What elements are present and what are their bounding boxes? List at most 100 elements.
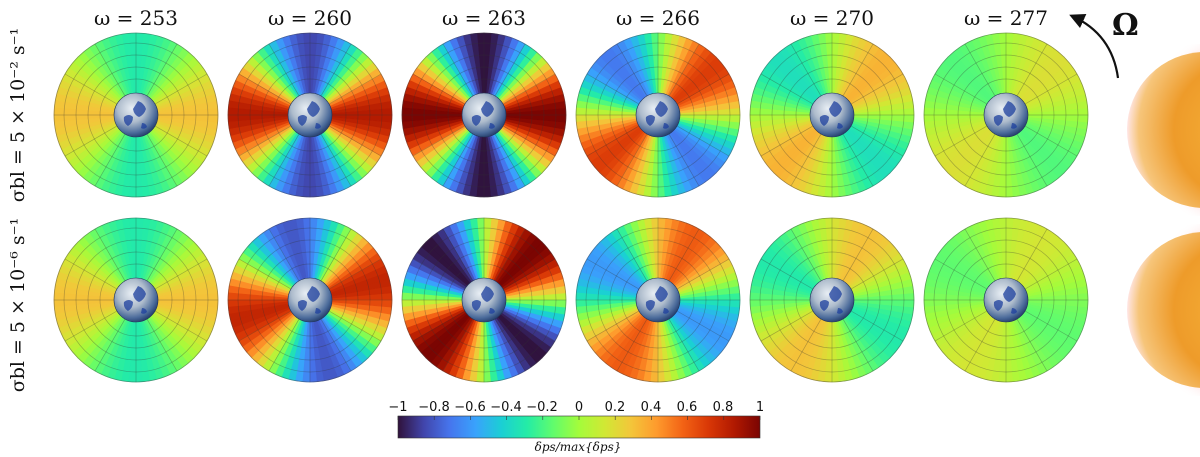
grid-spoke [146,43,178,97]
grid-spoke [494,228,526,282]
grid-spoke [934,258,988,290]
grid-spoke [616,43,648,97]
grid-ring [99,263,173,337]
grid-spoke [328,310,382,342]
grid-ring [933,42,1079,188]
row-label-1: σbl = 5 × 10⁻² s⁻¹ [7,27,29,203]
grid-spoke [760,73,814,105]
grid-spoke [442,43,474,97]
grid-spoke [268,133,300,187]
pressure-disk-panel [923,32,1089,198]
grid-spoke [616,133,648,187]
grid-spoke [268,228,300,282]
grid-spoke [842,228,874,282]
grid-spoke [964,133,996,187]
grid-spoke [1016,228,1048,282]
sun-top [1114,44,1200,216]
grid-spoke [320,228,352,282]
colorbar-tick-label: 1 [755,400,765,415]
rotation-arrow [1069,14,1120,79]
earth-ocean-shape [297,101,321,129]
grid-spoke [668,318,700,372]
grid-spoke [268,43,300,97]
column-title-6: ω = 277 [964,6,1048,30]
grid-spoke [412,73,466,105]
grid-ring [63,227,209,373]
disk-rim [749,217,915,383]
colorbar-tick-label: 0.4 [640,400,662,415]
disk-rim [401,217,567,383]
grid-spoke [494,318,526,372]
earth-ocean-shape [471,286,495,314]
grid-ring [447,263,521,337]
earth-ocean-shape [297,286,321,314]
grid-spoke [668,43,700,97]
grid-ring [957,66,1055,164]
column-title-3: ω = 263 [442,6,526,30]
grid-spoke [1024,73,1078,105]
colorbar-tick-label: −0.4 [490,400,522,415]
grid-spoke [964,43,996,97]
grid-spoke [320,133,352,187]
grid-ring [585,227,731,373]
earth-ocean-shape [819,101,843,129]
grid-ring [759,227,905,373]
grid-spoke [64,125,118,157]
column-title-1: ω = 253 [94,6,178,30]
grid-spoke [154,125,208,157]
pressure-disk-panel [401,217,567,383]
colorbar-tick-label: −0.2 [526,400,558,415]
colorbar-tick-label: −0.8 [418,400,450,415]
disk-rim [53,217,219,383]
earth-ocean-shape [123,286,147,314]
grid-ring [435,251,533,349]
grid-spoke [676,310,730,342]
grid-spoke [238,125,292,157]
grid-ring [933,227,1079,373]
grid-spoke [328,258,382,290]
grid-spoke [760,125,814,157]
grid-spoke [154,73,208,105]
disk-rim [575,217,741,383]
pressure-disk-panel [575,32,741,198]
grid-spoke [586,125,640,157]
grid-ring [795,78,869,152]
grid-spoke [934,73,988,105]
grid-spoke [850,125,904,157]
disk-rim [749,32,915,198]
grid-ring [771,54,893,176]
grid-spoke [238,310,292,342]
grid-spoke [442,133,474,187]
colorbar-tick-label: 0.6 [676,400,698,415]
colorbar-tick-marks [397,416,761,420]
grid-ring [621,263,695,337]
grid-spoke [502,258,556,290]
grid-ring [759,42,905,188]
grid-spoke [154,310,208,342]
grid-spoke [616,228,648,282]
grid-spoke [1024,125,1078,157]
grid-spoke [676,73,730,105]
grid-spoke [964,318,996,372]
column-title-2: ω = 260 [268,6,352,30]
grid-ring [63,42,209,188]
colorbar-tick-label: 0.8 [712,400,734,415]
grid-ring [969,263,1043,337]
grid-ring [75,54,197,176]
grid-spoke [850,258,904,290]
grid-spoke [676,258,730,290]
grid-ring [783,66,881,164]
pressure-disk-panel [227,32,393,198]
grid-spoke [94,43,126,97]
grid-spoke [442,228,474,282]
grid-spoke [502,125,556,157]
grid-spoke [668,228,700,282]
grid-ring [75,239,197,361]
grid-ring [273,78,347,152]
grid-spoke [146,133,178,187]
grid-spoke [328,73,382,105]
grid-spoke [964,228,996,282]
grid-spoke [934,310,988,342]
grid-ring [585,42,731,188]
